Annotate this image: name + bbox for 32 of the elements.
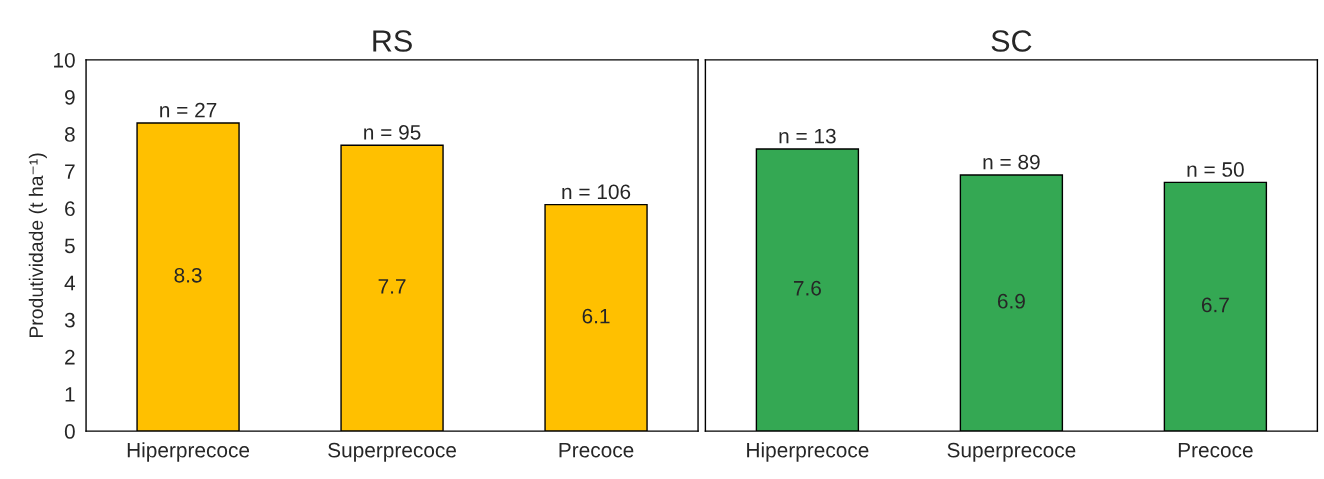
y-tick-label: 5 <box>64 238 75 254</box>
x-tick-label: Superprecoce <box>947 442 1076 462</box>
annotation: n = 27 <box>160 102 217 118</box>
annotation: n = 50 <box>1187 162 1244 177</box>
data-label: 7.7 <box>378 279 406 294</box>
y-tick-label: 1 <box>65 387 75 402</box>
y-axis-title: Produtividade (t ha⁻¹) <box>28 153 47 338</box>
y-tick-label: 2 <box>65 349 75 365</box>
y-tick-label: 6 <box>65 201 75 217</box>
chart-title: SC <box>991 30 1032 52</box>
x-tick-label: Hiperprecoce <box>747 442 869 462</box>
y-tick-label: 4 <box>64 275 76 291</box>
y-tick-label: 10 <box>54 52 75 68</box>
y-tick-label: 3 <box>64 312 75 328</box>
data-label: 8.3 <box>174 267 202 283</box>
chart-title: RS <box>373 30 412 52</box>
y-tick-label: 9 <box>65 90 75 105</box>
y-tick-label: 7 <box>65 164 75 179</box>
x-tick-label: Precoce <box>1178 442 1253 458</box>
data-label: 6.9 <box>997 293 1025 309</box>
y-tick-label: 0 <box>64 424 75 439</box>
y-tick-label: 8 <box>64 127 75 142</box>
data-label: 6.7 <box>1201 297 1229 313</box>
x-tick-label: Hiperprecoce <box>127 442 250 462</box>
annotation: n = 13 <box>779 128 836 144</box>
data-label: 6.1 <box>582 308 610 324</box>
annotation: n = 89 <box>983 154 1040 170</box>
x-tick-label: Superprecoce <box>328 442 456 462</box>
x-tick-label: Precoce <box>559 442 634 458</box>
data-label: 7.6 <box>793 280 821 296</box>
annotation: n = 106 <box>562 184 631 200</box>
annotation: n = 95 <box>364 125 421 140</box>
